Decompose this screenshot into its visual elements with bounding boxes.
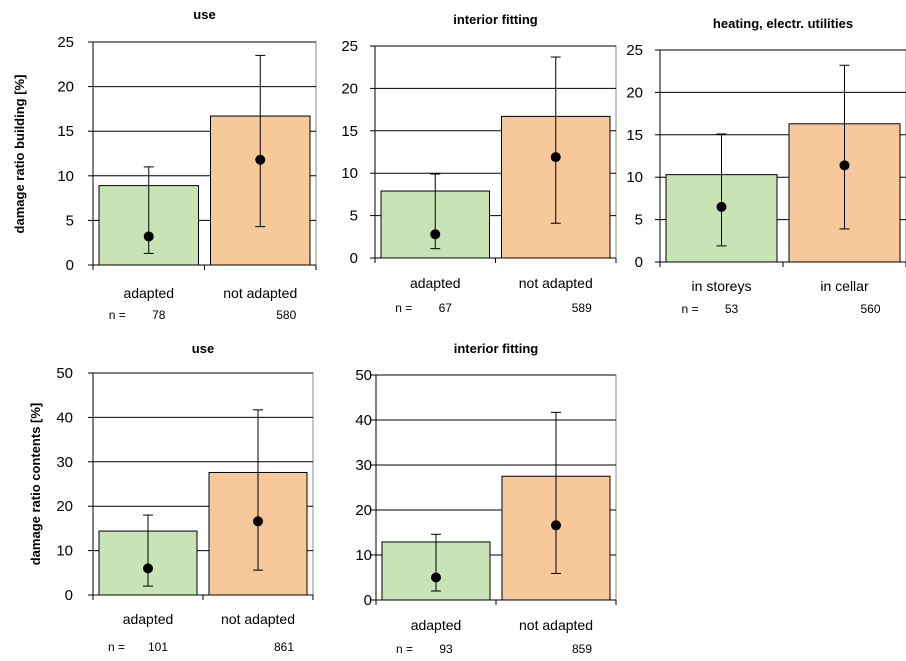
panel-2-title: interior fitting bbox=[453, 12, 538, 27]
panel-5-point-2 bbox=[551, 520, 561, 531]
panel-4-y-tick-label-5: 50 bbox=[56, 365, 73, 382]
panel-4-point-1 bbox=[143, 563, 153, 574]
panel-4-y-tick-label-2: 20 bbox=[56, 498, 73, 515]
panel-3-y-tick-label-2: 10 bbox=[626, 169, 643, 186]
panel-2-y-tick-label-5: 25 bbox=[341, 38, 358, 55]
panel-4-category-label-1: adapted bbox=[123, 611, 174, 627]
panel-3-y-tick-label-1: 5 bbox=[635, 212, 643, 229]
panel-1-y-tick-label-5: 25 bbox=[57, 34, 74, 51]
panel-5-n-prefix: n = bbox=[396, 642, 413, 656]
panel-5-y-tick-label-5: 50 bbox=[355, 367, 372, 384]
panel-1-y-tick-label-0: 0 bbox=[66, 257, 74, 274]
panel-1-y-tick-label-1: 5 bbox=[66, 212, 74, 229]
panel-3-category-label-2: in cellar bbox=[820, 278, 869, 294]
panel-1-y-tick-label-3: 15 bbox=[57, 123, 74, 140]
panel-1-n-value-2: 580 bbox=[276, 308, 296, 322]
panel-2-n-value-1: 67 bbox=[439, 301, 453, 315]
panel-4-category-label-2: not adapted bbox=[221, 611, 295, 627]
panel-4-title: use bbox=[192, 341, 214, 356]
panel-1-n-value-1: 78 bbox=[152, 308, 166, 322]
panel-4-n-value-1: 101 bbox=[148, 640, 168, 654]
panel-5-y-tick-label-3: 30 bbox=[355, 457, 372, 474]
panel-4-y-tick-label-4: 40 bbox=[56, 409, 73, 426]
panel-3-point-1 bbox=[716, 201, 727, 212]
panel-2-n-prefix: n = bbox=[395, 301, 412, 315]
panel-4-y-tick-label-0: 0 bbox=[65, 587, 73, 604]
panel-2-point-2 bbox=[550, 152, 561, 163]
panel-5-n-value-2: 859 bbox=[572, 642, 592, 656]
panel-4-n-prefix: n = bbox=[108, 640, 125, 654]
panel-3-y-tick-label-3: 15 bbox=[626, 127, 643, 144]
panel-1-title: use bbox=[193, 7, 215, 22]
panel-3-y-tick-label-5: 25 bbox=[626, 42, 643, 59]
panel-5-category-label-2: not adapted bbox=[519, 617, 593, 633]
panel-3-n-value-2: 560 bbox=[860, 302, 880, 316]
panel-1-category-label-1: adapted bbox=[123, 285, 174, 301]
panel-3-category-label-1: in storeys bbox=[692, 278, 752, 294]
panel-1-n-prefix: n = bbox=[109, 308, 126, 322]
panel-2-y-tick-label-0: 0 bbox=[350, 250, 358, 267]
panel-5-point-1 bbox=[431, 572, 441, 583]
panel-3-n-prefix: n = bbox=[682, 302, 699, 316]
panel-3-n-value-1: 53 bbox=[725, 302, 739, 316]
panel-2-y-tick-label-4: 20 bbox=[341, 80, 358, 97]
panel-4-point-2 bbox=[253, 516, 263, 527]
panel-3-title: heating, electr. utilities bbox=[713, 16, 853, 31]
panel-1-category-label-2: not adapted bbox=[223, 285, 297, 301]
panel-3-point-2 bbox=[839, 160, 850, 171]
panel-4-y-tick-label-3: 30 bbox=[56, 454, 73, 471]
panel-1-y-tick-label-2: 10 bbox=[57, 168, 74, 185]
panel-1-point-1 bbox=[143, 231, 154, 242]
panel-2-y-tick-label-3: 15 bbox=[341, 123, 358, 140]
panel-5-category-label-1: adapted bbox=[411, 617, 462, 633]
panel-4-y-axis-label: damage ratio contents [%] bbox=[28, 403, 43, 566]
panel-3-y-tick-label-4: 20 bbox=[626, 84, 643, 101]
panel-5-title: interior fitting bbox=[454, 341, 539, 356]
panel-5-y-tick-label-2: 20 bbox=[355, 502, 372, 519]
panel-2-y-tick-label-1: 5 bbox=[350, 208, 358, 225]
panel-2-category-label-1: adapted bbox=[410, 275, 461, 291]
panel-4-n-value-2: 861 bbox=[274, 640, 294, 654]
panel-5-y-tick-label-4: 40 bbox=[355, 412, 372, 429]
panel-2-n-value-2: 589 bbox=[572, 301, 592, 315]
panel-5-n-value-1: 93 bbox=[439, 642, 453, 656]
panel-1-y-axis-label: damage ratio building [%] bbox=[12, 75, 27, 234]
panel-4-y-tick-label-1: 10 bbox=[56, 543, 73, 560]
panel-2-y-tick-label-2: 10 bbox=[341, 165, 358, 182]
panel-5-y-tick-label-1: 10 bbox=[355, 547, 372, 564]
panel-1-y-tick-label-4: 20 bbox=[57, 79, 74, 96]
panel-2-point-1 bbox=[430, 229, 441, 240]
panel-5-y-tick-label-0: 0 bbox=[364, 592, 372, 609]
panel-1-point-2 bbox=[255, 154, 266, 165]
panel-2-category-label-2: not adapted bbox=[519, 275, 593, 291]
panel-3-y-tick-label-0: 0 bbox=[635, 254, 643, 271]
